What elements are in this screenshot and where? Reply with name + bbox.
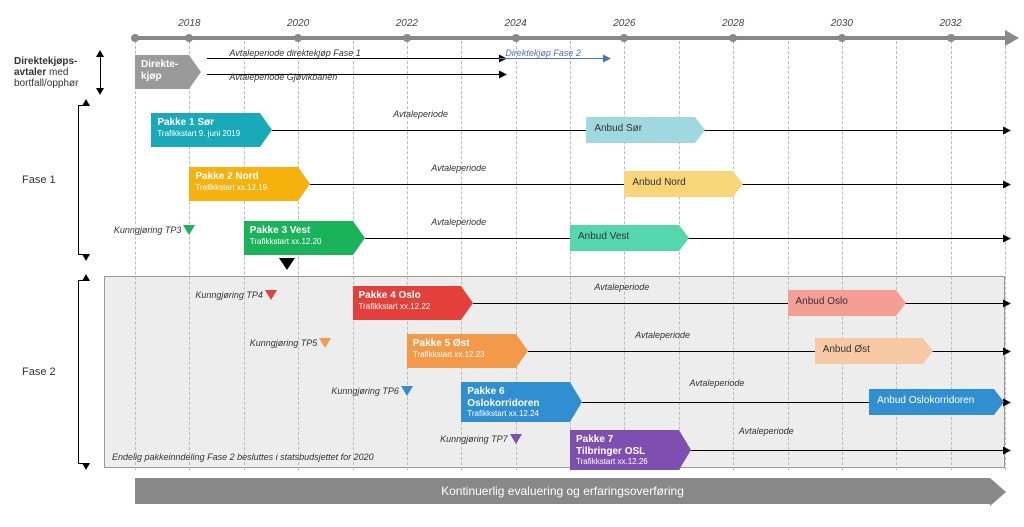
arrow-head-icon	[499, 71, 507, 79]
chevron-icon	[994, 389, 1004, 415]
arrow-head-icon	[603, 55, 611, 63]
anbud-block: Anbud Vest	[570, 225, 679, 251]
timeline-axis	[135, 36, 1005, 40]
timeline-arrowhead-icon	[1005, 30, 1019, 46]
arrow-head-icon	[1003, 399, 1011, 407]
gridline	[733, 36, 734, 470]
anbud-block: Anbud Oslokorridoren	[869, 389, 994, 415]
gridline	[679, 36, 680, 470]
kunngjoring-label: Kunngjøring TP6	[331, 386, 399, 396]
pakke-block: Pakke 5 ØstTrafikkstart xx.12.23	[407, 334, 516, 368]
arrow-line	[499, 58, 602, 59]
year-label: 2032	[940, 18, 962, 29]
period-label: Direktekjøp Fase 2	[505, 48, 581, 58]
chevron-icon	[298, 167, 310, 201]
pakke-block: Pakke 7Tilbringer OSLTrafikkstart xx.12.…	[570, 430, 679, 470]
year-label: 2022	[396, 18, 418, 29]
phase-label: Fase 2	[22, 366, 56, 378]
period-label: Avtaleperiode	[739, 426, 794, 436]
gridline	[842, 36, 843, 470]
triangle-icon	[510, 434, 522, 444]
period-label: Avtaleperiode	[635, 330, 690, 340]
chevron-icon	[461, 286, 473, 320]
year-label: 2030	[831, 18, 853, 29]
footer-bar: Kontinuerlig evaluering og erfaringsover…	[135, 478, 990, 504]
chevron-icon	[189, 55, 201, 89]
period-label: Avtaleperiode	[431, 217, 486, 227]
arrow-head-icon	[1003, 127, 1011, 135]
pakke-block: Pakke 3 VestTrafikkstart xx.12.20	[244, 221, 353, 255]
direktekjop-block: Direkte-kjøp	[135, 55, 189, 89]
pakke-block: Pakke 6OslokorridorenTrafikkstart xx.12.…	[461, 382, 570, 422]
anbud-block: Anbud Oslo	[788, 290, 897, 316]
period-label: Avtaleperiode	[431, 163, 486, 173]
year-label: 2020	[287, 18, 309, 29]
chevron-icon	[260, 113, 272, 147]
chevron-icon	[516, 334, 528, 368]
chevron-icon	[353, 221, 365, 255]
period-label: Avtaleperiode	[594, 282, 649, 292]
period-label: Avtaleperiode	[393, 109, 448, 119]
chevron-icon	[990, 478, 1006, 506]
phase-bracket	[78, 105, 88, 255]
gridline	[189, 36, 190, 470]
triangle-icon	[183, 225, 195, 235]
arrow-line	[691, 450, 1003, 451]
kunngjoring-label: Kunngjøring TP4	[195, 290, 263, 300]
arrow-line	[473, 303, 1003, 304]
chevron-icon	[923, 338, 933, 364]
arrow-line	[207, 58, 499, 59]
chevron-icon	[570, 382, 582, 422]
anbud-block: Anbud Sør	[586, 117, 695, 143]
triangle-icon	[265, 290, 277, 300]
pakke-block: Pakke 1 SørTrafikkstart 9. juni 2019	[151, 113, 260, 147]
chevron-icon	[733, 171, 743, 197]
updown-arrow-icon	[96, 50, 104, 57]
arrow-head-icon	[1003, 447, 1011, 455]
phase-marker-icon	[279, 258, 295, 270]
gridline	[407, 36, 408, 470]
arrow-head-icon	[1003, 235, 1011, 243]
pakke-block: Pakke 4 OsloTrafikkstart xx.12.22	[353, 286, 462, 320]
period-label: Avtaleperiode direktekjøp Fase 1	[229, 48, 360, 58]
anbud-block: Anbud Nord	[624, 171, 733, 197]
arrow-head-icon	[1003, 300, 1011, 308]
year-label: 2024	[505, 18, 527, 29]
gridline	[135, 36, 136, 470]
phase-label: Fase 1	[22, 174, 56, 186]
arrow-head-icon	[1003, 181, 1011, 189]
chevron-icon	[679, 225, 689, 251]
gridline	[624, 36, 625, 470]
year-label: 2026	[613, 18, 635, 29]
period-label: Avtaleperiode	[690, 378, 745, 388]
anbud-block: Anbud Øst	[815, 338, 924, 364]
triangle-icon	[319, 338, 331, 348]
gridline	[788, 36, 789, 470]
kunngjoring-label: Kunngjøring TP7	[440, 434, 508, 444]
pakke-block: Pakke 2 NordTrafikkstart xx.12.19	[189, 167, 298, 201]
updown-arrow-icon	[96, 88, 104, 95]
phase-bracket	[78, 280, 88, 464]
chevron-icon	[896, 290, 906, 316]
year-label: 2028	[722, 18, 744, 29]
chevron-icon	[695, 117, 705, 143]
kunngjoring-label: Kunngjøring TP5	[250, 338, 318, 348]
direktekjop-label: Direktekjøps-avtaler med bortfall/opphør	[14, 56, 134, 89]
period-label: Avtaleperiode Gjøvikbanen	[229, 72, 337, 82]
triangle-icon	[401, 386, 413, 396]
arrow-head-icon	[1003, 348, 1011, 356]
fase2-note: Endelig pakkeinndeling Fase 2 besluttes …	[112, 452, 374, 462]
chevron-icon	[679, 430, 691, 470]
kunngjoring-label: Kunngjøring TP3	[114, 225, 182, 235]
year-label: 2018	[178, 18, 200, 29]
